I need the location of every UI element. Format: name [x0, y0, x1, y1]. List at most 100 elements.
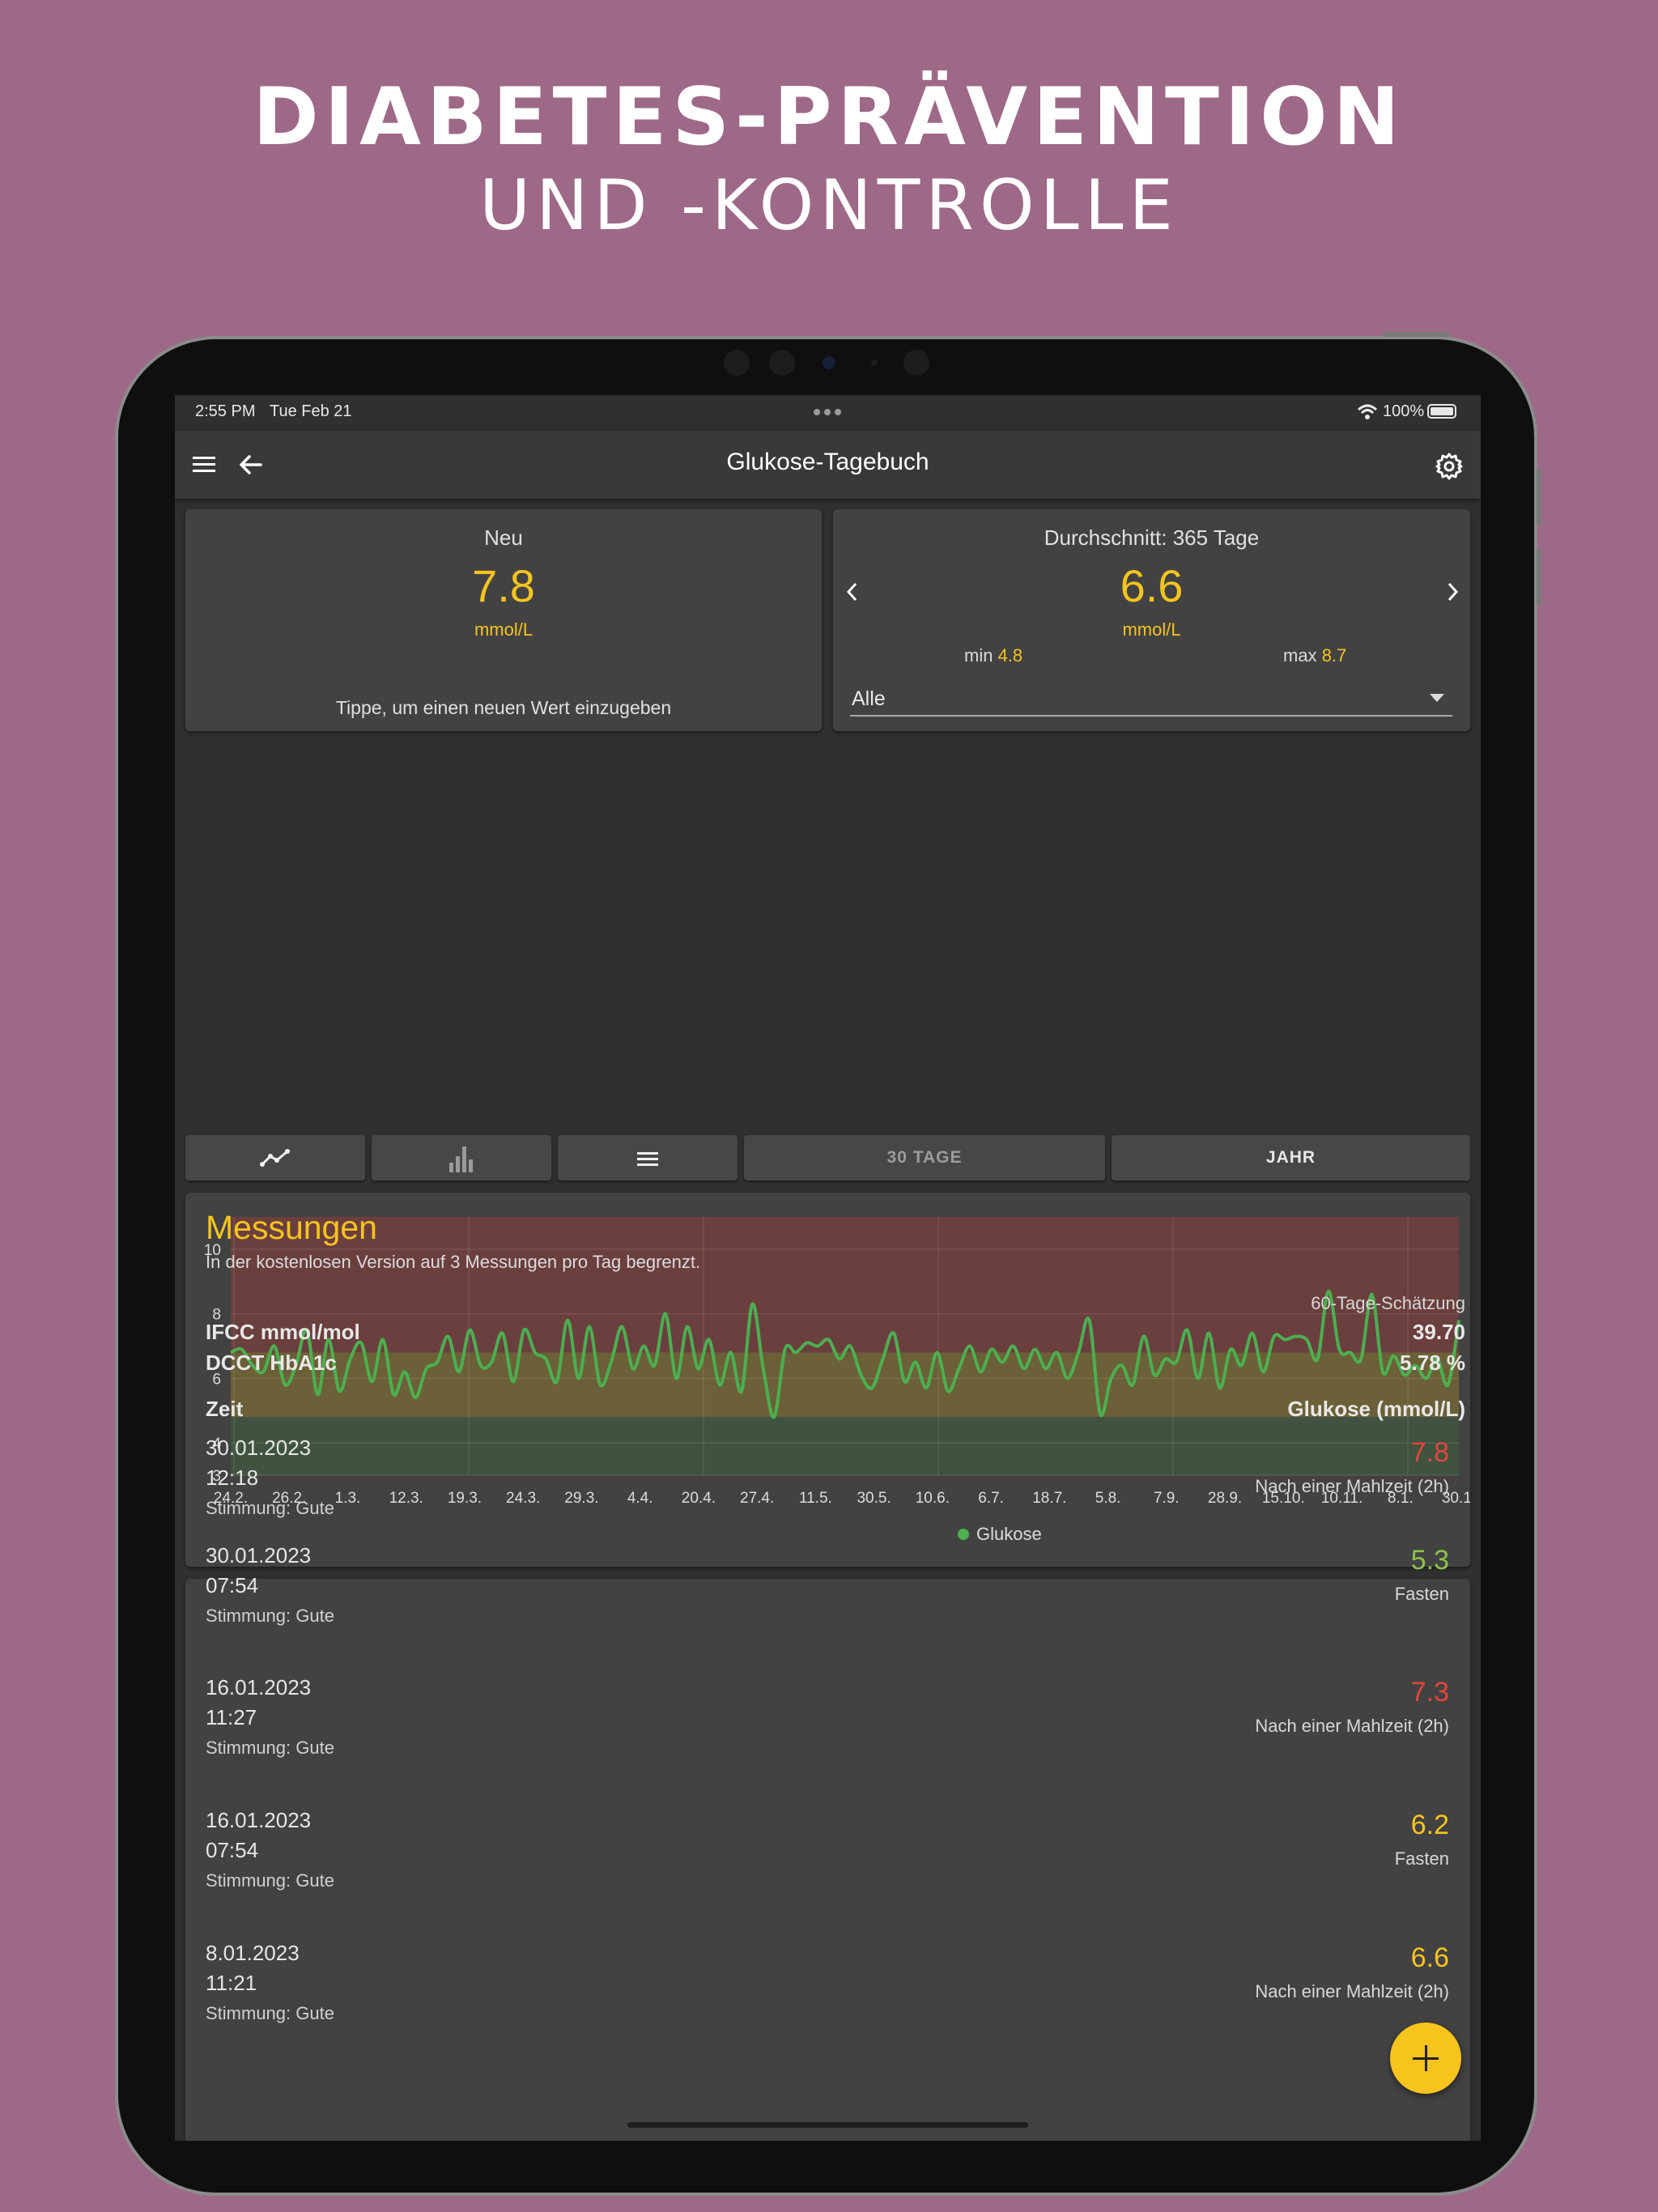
row-time: 07:54 — [206, 1838, 259, 1862]
chart-x-tick-label: 15.10. — [1262, 1490, 1305, 1507]
tab-bar-chart[interactable] — [372, 1135, 551, 1180]
max-value: 8.7 — [1321, 645, 1347, 666]
tab-list[interactable] — [558, 1135, 738, 1180]
status-bar: 2:55 PM Tue Feb 21 100% — [175, 395, 1481, 431]
row-date: 30.01.2023 — [206, 1543, 312, 1568]
tab-year[interactable]: JAHR — [1112, 1135, 1470, 1180]
measurement-list: 30.01.2023 12:18 Stimmung: Gute 7.8 Nach ein… — [206, 1436, 1449, 2023]
tab-line-chart[interactable] — [185, 1135, 365, 1180]
plus-icon — [1413, 2045, 1439, 2071]
chevron-left-icon[interactable] — [844, 581, 861, 603]
max-label: max — [1283, 645, 1317, 666]
chart-x-tick-label: 18.7. — [1032, 1490, 1066, 1507]
dcct-label: DCCT HbA1c — [206, 1351, 337, 1375]
camera-lens — [823, 356, 835, 369]
dcct-value: 5.78 % — [1400, 1351, 1465, 1375]
min-label: min — [964, 645, 993, 666]
column-header-glucose: Glukose (mmol/L) — [1287, 1397, 1465, 1421]
back-arrow-icon[interactable] — [238, 453, 262, 476]
average-unit: mmol/L — [1122, 619, 1181, 640]
row-date: 8.01.2023 — [206, 1941, 300, 1965]
chart-card: 3 4 6 8 10 24.2. 26.2. 1.3. 12.3. 19.3. 24.3. 29.3.… — [185, 1193, 1470, 1567]
row-mood: Stimmung: Gute — [206, 2003, 334, 2023]
tab-30-days[interactable]: 30 TAGE — [744, 1135, 1105, 1180]
chart-y-tick-label: 8 — [212, 1307, 221, 1324]
filter-select[interactable]: Alle — [850, 681, 1452, 717]
row-mood: Stimmung: Gute — [206, 1606, 334, 1626]
chart-x-tick-label: 24.2. — [214, 1490, 248, 1507]
new-value-card[interactable]: Neu 7.8 mmol/L Tippe, um einen neuen Wer… — [185, 509, 822, 731]
home-indicator — [627, 2122, 1028, 2128]
row-time: 12:18 — [206, 1465, 259, 1490]
camera-dot — [724, 350, 750, 376]
chart-x-tick-label: 27.4. — [740, 1490, 774, 1507]
chart-x-tick-label: 29.3. — [564, 1490, 598, 1507]
row-value: 6.6 — [1410, 1942, 1449, 1973]
chart-x-tick-label: 30.1. — [1442, 1490, 1470, 1507]
tablet-volume-down-button — [1537, 547, 1541, 606]
row-type: Fasten — [1394, 1848, 1449, 1869]
row-date: 30.01.2023 — [206, 1436, 312, 1460]
average-value: 6.6 — [1120, 560, 1184, 611]
chart-zone-low — [231, 1417, 1459, 1475]
ifcc-value: 39.70 — [1412, 1320, 1465, 1344]
chart-x-tick-label: 8.1. — [1388, 1490, 1414, 1507]
tablet-top-button — [1381, 332, 1451, 337]
new-card-title: Neu — [484, 525, 523, 550]
chart-x-tick-label: 20.4. — [682, 1490, 716, 1507]
row-type: Nach einer Mahlzeit (2h) — [1255, 1476, 1449, 1496]
glucose-series-line — [230, 1289, 1460, 1419]
min-value: 4.8 — [997, 645, 1023, 666]
tablet-volume-up-button — [1537, 468, 1541, 526]
chart-x-tick-label: 19.3. — [448, 1490, 482, 1507]
measurements-subtitle: In der kostenlosen Version auf 3 Messung… — [206, 1252, 701, 1272]
battery-icon — [1427, 404, 1456, 419]
row-time: 07:54 — [206, 1573, 259, 1597]
chart-y-tick-label: 6 — [212, 1371, 221, 1388]
camera-dot — [903, 350, 929, 376]
chart-y-tick-label: 3 — [212, 1468, 221, 1485]
camera-dot — [769, 350, 795, 376]
page-title: Glukose-Tagebuch — [726, 449, 929, 475]
gear-icon[interactable] — [1435, 452, 1464, 481]
row-date: 16.01.2023 — [206, 1675, 312, 1699]
chevron-right-icon[interactable] — [1444, 581, 1460, 603]
row-mood: Stimmung: Gute — [206, 1498, 334, 1518]
chart-x-tick-label: 28.9. — [1208, 1490, 1242, 1507]
promo-subtitle: UND -KONTROLLE — [479, 165, 1179, 246]
add-measurement-button[interactable] — [1390, 2023, 1461, 2094]
chart-x-tick-label: 4.4. — [627, 1490, 653, 1507]
row-time: 11:21 — [206, 1971, 257, 1995]
chart-x-tick-label: 1.3. — [335, 1490, 361, 1507]
menu-icon[interactable] — [193, 455, 217, 474]
status-date: Tue Feb 21 — [270, 402, 352, 420]
row-value: 7.8 — [1410, 1437, 1449, 1468]
more-dots-icon — [814, 409, 841, 415]
camera-dot — [871, 359, 878, 366]
measurements-card — [185, 1579, 1470, 2141]
chart-x-tick-label: 5.8. — [1095, 1490, 1121, 1507]
chart-x-tick-label: 26.2. — [272, 1490, 306, 1507]
promo-title: DIABETES-PRÄVENTION — [253, 71, 1405, 164]
row-time: 11:27 — [206, 1705, 257, 1729]
legend-marker — [958, 1529, 969, 1540]
chart-y-tick-label: 4 — [212, 1436, 221, 1453]
row-value: 5.3 — [1410, 1545, 1449, 1576]
row-date: 16.01.2023 — [206, 1808, 312, 1832]
new-card-hint: Tippe, um einen neuen Wert einzugeben — [335, 697, 672, 718]
app-bar: Glukose-Tagebuch — [175, 431, 1481, 499]
row-mood: Stimmung: Gute — [206, 1870, 334, 1891]
chart-x-tick-label: 10.11. — [1321, 1490, 1363, 1507]
new-card-value: 7.8 — [472, 560, 535, 611]
chart-x-tick-label: 11.5. — [799, 1490, 832, 1507]
chart-x-tick-label: 30.5. — [857, 1490, 891, 1507]
row-value: 7.3 — [1410, 1677, 1449, 1708]
average-card: Durchschnitt: 365 Tage 6.6 mmol/L min 4.… — [833, 509, 1470, 731]
battery-percent: 100% — [1383, 402, 1425, 420]
new-card-unit: mmol/L — [474, 619, 534, 640]
dropdown-arrow-icon — [1430, 694, 1444, 702]
row-mood: Stimmung: Gute — [206, 1738, 334, 1758]
line-chart-icon — [260, 1149, 290, 1167]
chart-x-tick-label: 10.6. — [916, 1490, 950, 1507]
chart-y-tick-label: 10 — [204, 1242, 221, 1259]
